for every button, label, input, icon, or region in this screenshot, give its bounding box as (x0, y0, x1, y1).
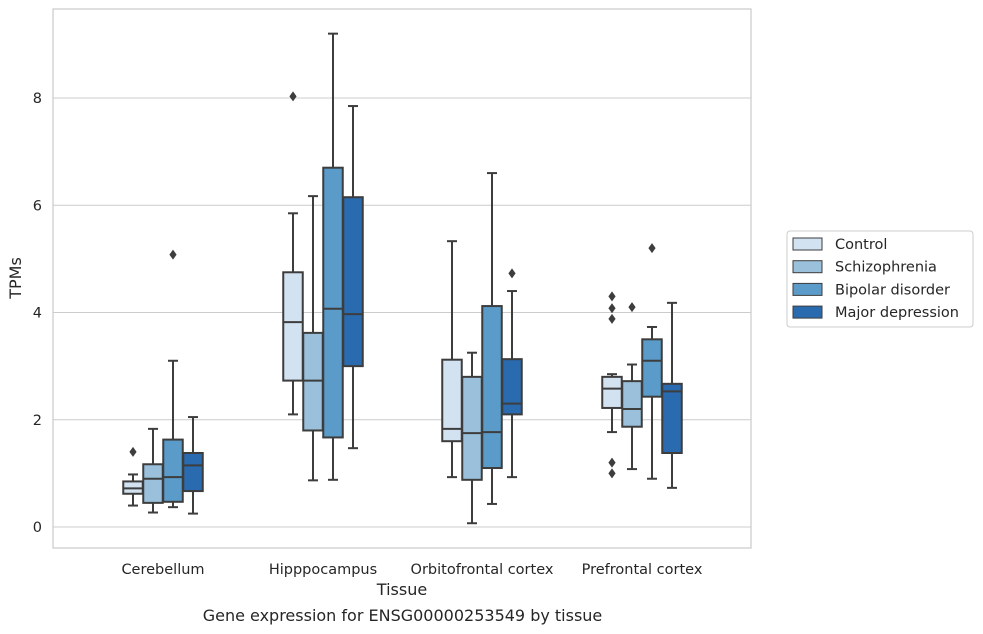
box-2-2 (481, 172, 503, 505)
boxes-layer (122, 32, 683, 525)
box-2-3 (641, 243, 663, 480)
x-tick-label: Prefrontal cortex (582, 562, 703, 578)
box-1-3 (621, 302, 643, 471)
box-3-3 (661, 301, 683, 489)
outlier-point (289, 91, 297, 102)
box-body (142, 463, 164, 504)
box-2-1 (322, 32, 344, 481)
box-0-3 (601, 291, 623, 479)
box-3-0 (182, 416, 204, 515)
legend-item: Bipolar disorder (792, 282, 950, 298)
outlier-point (508, 268, 516, 279)
box-0-1 (282, 91, 304, 416)
outlier-point (608, 468, 616, 479)
x-tick-label: Orbitofrontal cortex (411, 562, 554, 578)
outlier-point (608, 291, 616, 302)
legend-item: Major depression (792, 305, 959, 321)
box-1-1 (302, 195, 324, 482)
box-3-2 (501, 268, 523, 479)
legend-swatch (792, 282, 823, 296)
outlier-point (628, 302, 636, 313)
box-body (342, 196, 364, 368)
box-body (182, 451, 204, 493)
box-body (461, 375, 483, 481)
box-1-2 (461, 351, 483, 525)
x-tick-label: Cerebellum (121, 562, 204, 578)
legend-label: Control (835, 237, 887, 253)
y-tick-label: 2 (33, 413, 42, 429)
box-body (601, 375, 623, 409)
y-axis-label: TPMs (6, 257, 25, 300)
legend-items: Control Schizophrenia Bipolar disorder Majo… (792, 237, 959, 321)
box-body (621, 380, 643, 428)
outlier-point (169, 249, 177, 260)
outlier-point (608, 457, 616, 468)
box-0-2 (441, 240, 463, 479)
box-body (501, 358, 523, 416)
box-1-0 (142, 427, 164, 514)
legend-swatch (792, 237, 823, 251)
legend-label: Major depression (835, 305, 959, 321)
box-body (282, 271, 304, 382)
outlier-point (648, 243, 656, 254)
legend-swatch (792, 305, 823, 319)
outlier-point (608, 313, 616, 324)
y-tick-label: 6 (33, 198, 42, 214)
box-body (481, 305, 503, 470)
box-body (661, 382, 683, 454)
gridlines (53, 97, 751, 528)
legend-label: Bipolar disorder (835, 282, 950, 298)
box-3-1 (342, 105, 364, 450)
legend: Control Schizophrenia Bipolar disorder Majo… (786, 230, 974, 328)
plot-frame (52, 8, 752, 549)
outlier-point (608, 303, 616, 314)
box-body (322, 166, 344, 439)
box-body (302, 331, 324, 432)
y-tick-label: 8 (33, 91, 42, 107)
legend-swatch (792, 260, 823, 274)
y-tick-label: 4 (33, 306, 42, 322)
box-0-0 (122, 446, 144, 507)
legend-item: Control (792, 237, 887, 253)
legend-label: Schizophrenia (835, 260, 937, 276)
box-2-0 (162, 249, 184, 509)
outlier-point (129, 446, 137, 457)
x-tick-label: Hipppocampus (269, 562, 377, 578)
figure-caption: Gene expression for ENSG00000253549 by t… (202, 606, 603, 625)
box-body (641, 338, 663, 398)
tick-labels: 0 2 4 6 8 Cerebellum Hipppocampus Orbitofrontal… (33, 91, 703, 578)
legend-frame (786, 230, 974, 328)
y-tick-label: 0 (33, 520, 42, 536)
legend-item: Schizophrenia (792, 260, 937, 276)
x-axis-label: Tissue (376, 580, 427, 599)
box-body (162, 438, 184, 503)
